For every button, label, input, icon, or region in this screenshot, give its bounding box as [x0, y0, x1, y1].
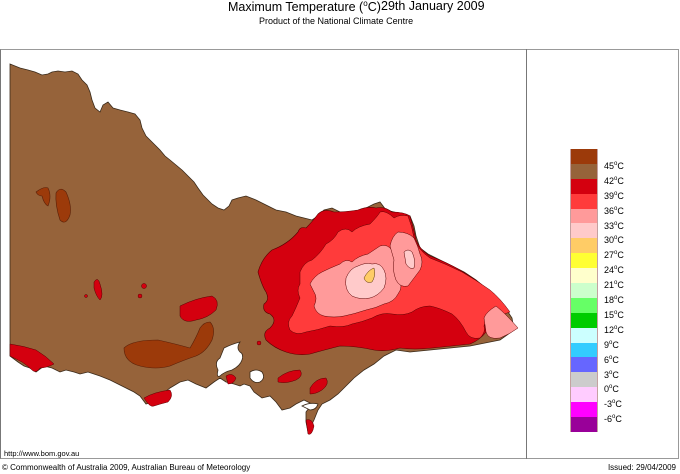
legend-band — [570, 387, 598, 403]
legend-band — [570, 402, 598, 418]
legend-label: 3oC — [604, 369, 619, 380]
map-subtitle: Product of the National Climate Centre — [259, 16, 414, 26]
legend-label: 33oC — [604, 220, 624, 231]
zone-39-42-patch-2 — [179, 295, 218, 322]
legend-label: 39oC — [604, 190, 624, 201]
legend-label: 21oC — [604, 280, 624, 291]
frame-right-edge — [678, 49, 679, 459]
legend-band — [570, 283, 598, 298]
zone-39-42-patch-7 — [305, 419, 315, 435]
legend-band — [570, 149, 598, 164]
corner-inlet — [301, 402, 319, 411]
zone-39-42-dot-1 — [137, 293, 143, 299]
title-unit: C) — [367, 0, 381, 15]
zone-39-42-patch-6 — [309, 377, 328, 395]
westernport-bay — [249, 369, 264, 383]
legend-band — [570, 372, 598, 388]
legend-label: -3oC — [604, 399, 622, 410]
legend-band — [570, 193, 598, 209]
legend-label: 24oC — [604, 265, 624, 276]
legend-band — [570, 357, 598, 373]
legend-label: 45oC — [604, 160, 624, 171]
zone-27-30 — [363, 267, 375, 283]
legend-band — [570, 342, 598, 358]
zone-45plus-west-2 — [35, 187, 51, 207]
map-frame — [0, 49, 679, 459]
map-header: Maximum Temperature (oC) 29th January 20… — [0, 0, 680, 26]
zone-39-42-patch-3 — [143, 389, 172, 407]
zone-39-42-dot-2 — [141, 283, 147, 289]
title-text: Maximum Temperature ( — [228, 0, 364, 15]
legend-band — [570, 163, 598, 179]
zone-33-36-tip — [483, 305, 519, 339]
temperature-legend — [570, 149, 598, 432]
legend-label: 36oC — [604, 205, 624, 216]
zone-39-42-dot-3 — [84, 294, 88, 298]
source-url[interactable]: http://www.bom.gov.au — [4, 449, 80, 458]
legend-label: 6oC — [604, 354, 619, 365]
zone-30-33-ne — [403, 249, 415, 269]
legend-label: 12oC — [604, 324, 624, 335]
legend-label: 0oC — [604, 384, 619, 395]
zone-39-42-dot-4 — [256, 340, 262, 346]
legend-band — [570, 297, 598, 313]
map-date: 29th January 2009 — [381, 0, 485, 13]
legend-label: 18oC — [604, 295, 624, 305]
legend-label: 9oC — [604, 339, 619, 350]
issued-date: Issued: 29/04/2009 — [607, 463, 676, 472]
legend-band — [570, 268, 598, 284]
legend-label: 15oC — [604, 309, 624, 320]
zone-45plus-central — [123, 321, 214, 369]
legend-band — [570, 223, 598, 239]
legend-band — [570, 312, 598, 328]
copyright-notice: © Commonwealth of Australia 2009, Austra… — [2, 463, 251, 472]
legend-band — [570, 208, 598, 224]
legend-band — [570, 178, 598, 194]
legend-band — [570, 253, 598, 269]
legend-label: 30oC — [604, 235, 624, 246]
legend-band — [570, 327, 598, 343]
legend-band — [570, 238, 598, 254]
port-phillip-bay — [216, 341, 244, 377]
temperature-map — [9, 63, 519, 435]
legend-label: -6oC — [604, 414, 622, 425]
legend-label: 42oC — [604, 175, 624, 186]
degree-symbol: o — [363, 0, 368, 8]
zone-39-42-patch-5 — [277, 369, 302, 383]
zone-39-42-west-coast — [9, 343, 55, 372]
map-title: Maximum Temperature (oC) — [228, 0, 381, 14]
zone-39-42-patch-4 — [225, 374, 237, 385]
zone-45plus-west-1 — [55, 188, 71, 223]
legend-band — [570, 417, 598, 432]
legend-label: 27oC — [604, 250, 624, 261]
frame-divider — [526, 49, 527, 459]
zone-39-42-patch-1 — [93, 279, 103, 301]
